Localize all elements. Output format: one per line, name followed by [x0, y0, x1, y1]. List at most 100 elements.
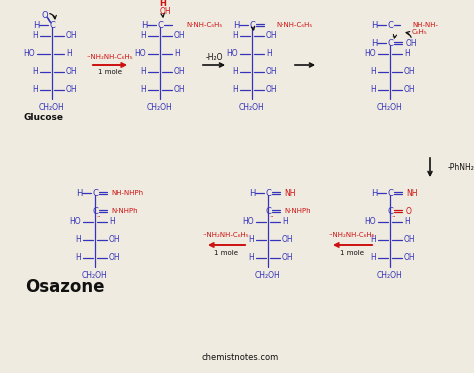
Text: OH: OH — [266, 85, 278, 94]
Text: N·NH-C₆H₅: N·NH-C₆H₅ — [186, 22, 222, 28]
Text: H: H — [249, 188, 255, 197]
Text: H: H — [282, 217, 288, 226]
Text: OH: OH — [109, 254, 120, 263]
Text: C: C — [49, 21, 55, 29]
Text: N·NHPh: N·NHPh — [111, 208, 137, 214]
Text: H: H — [370, 254, 376, 263]
Text: C: C — [265, 207, 271, 216]
Text: OH: OH — [404, 254, 416, 263]
Text: C: C — [92, 188, 98, 197]
Text: H: H — [160, 0, 166, 9]
Text: H: H — [75, 235, 81, 244]
Text: C: C — [92, 207, 98, 216]
Text: H: H — [370, 235, 376, 244]
Text: H: H — [266, 50, 272, 59]
Text: NH: NH — [284, 188, 295, 197]
Text: O: O — [406, 207, 412, 216]
Text: ··NH₂NH-C₆H₅: ··NH₂NH-C₆H₅ — [87, 54, 133, 60]
Text: -H₂O: -H₂O — [205, 53, 223, 62]
Text: H: H — [140, 85, 146, 94]
Text: NH: NH — [406, 188, 418, 197]
Text: HO: HO — [227, 50, 238, 59]
Text: H: H — [248, 254, 254, 263]
Text: ··NH₂NH-C₆H₅: ··NH₂NH-C₆H₅ — [203, 232, 249, 238]
Text: HO: HO — [134, 50, 146, 59]
Text: C: C — [157, 21, 163, 29]
Text: OH: OH — [266, 68, 278, 76]
Text: CH₂OH: CH₂OH — [377, 103, 403, 112]
Text: CH₂OH: CH₂OH — [377, 270, 403, 279]
Text: NH-NH-: NH-NH- — [412, 22, 438, 28]
Text: HO: HO — [365, 217, 376, 226]
Text: CH₂OH: CH₂OH — [147, 103, 173, 112]
Text: H: H — [32, 68, 38, 76]
Text: HO: HO — [365, 50, 376, 59]
Text: -PhNH₂: -PhNH₂ — [448, 163, 474, 172]
Text: H: H — [232, 85, 238, 94]
Text: chemistnotes.com: chemistnotes.com — [201, 354, 279, 363]
Text: C: C — [265, 188, 271, 197]
Text: OH: OH — [66, 85, 78, 94]
Text: H: H — [232, 68, 238, 76]
Text: ··: ·· — [392, 34, 396, 40]
Text: NH-NHPh: NH-NHPh — [111, 190, 143, 196]
Text: ··: ·· — [270, 214, 274, 220]
Text: H: H — [76, 188, 82, 197]
Text: H: H — [140, 68, 146, 76]
Text: OH: OH — [282, 254, 293, 263]
Text: OH: OH — [406, 38, 418, 47]
Text: H: H — [371, 188, 377, 197]
Text: H: H — [66, 50, 72, 59]
Text: OH: OH — [174, 31, 186, 41]
Text: H: H — [32, 85, 38, 94]
Text: Osazone: Osazone — [25, 278, 105, 296]
Text: OH: OH — [266, 31, 278, 41]
Text: C: C — [387, 188, 393, 197]
Text: CH₂OH: CH₂OH — [39, 103, 65, 112]
Text: H: H — [75, 254, 81, 263]
Text: OH: OH — [109, 235, 120, 244]
Text: H: H — [174, 50, 180, 59]
Text: OH: OH — [159, 7, 171, 16]
Text: OH: OH — [404, 85, 416, 94]
Text: OH: OH — [66, 68, 78, 76]
Text: ··NH₂NH-C₆H₅: ··NH₂NH-C₆H₅ — [328, 232, 375, 238]
Text: H: H — [33, 21, 39, 29]
Text: H: H — [141, 21, 147, 29]
Text: 1 mole: 1 mole — [340, 250, 364, 256]
Text: ··: ·· — [97, 214, 101, 220]
Text: H: H — [32, 31, 38, 41]
Text: C₆H₅: C₆H₅ — [412, 29, 428, 35]
Text: H: H — [248, 235, 254, 244]
Text: OH: OH — [404, 235, 416, 244]
Text: H: H — [371, 38, 377, 47]
Text: HO: HO — [23, 50, 35, 59]
Text: Glucose: Glucose — [24, 113, 64, 122]
Text: CH₂OH: CH₂OH — [82, 270, 108, 279]
Text: HO: HO — [69, 217, 81, 226]
Text: OH: OH — [404, 68, 416, 76]
Text: 1 mole: 1 mole — [98, 69, 122, 75]
Text: CH₂OH: CH₂OH — [255, 270, 281, 279]
Text: H: H — [370, 68, 376, 76]
Text: ··: ·· — [392, 214, 396, 220]
Text: H: H — [109, 217, 115, 226]
Text: CH₂OH: CH₂OH — [239, 103, 265, 112]
Text: O: O — [42, 10, 48, 19]
Text: H: H — [232, 31, 238, 41]
Text: C: C — [387, 38, 393, 47]
Text: 1 mole: 1 mole — [214, 250, 238, 256]
Text: H: H — [233, 21, 239, 29]
Text: C: C — [387, 207, 393, 216]
Text: N·NHPh: N·NHPh — [284, 208, 310, 214]
Text: OH: OH — [174, 85, 186, 94]
Text: H: H — [371, 21, 377, 29]
Text: H: H — [140, 31, 146, 41]
Text: C: C — [387, 21, 393, 29]
Text: OH: OH — [174, 68, 186, 76]
Text: N·NH-C₆H₅: N·NH-C₆H₅ — [276, 22, 312, 28]
Text: OH: OH — [282, 235, 293, 244]
Text: OH: OH — [66, 31, 78, 41]
Text: HO: HO — [242, 217, 254, 226]
Text: H: H — [370, 85, 376, 94]
